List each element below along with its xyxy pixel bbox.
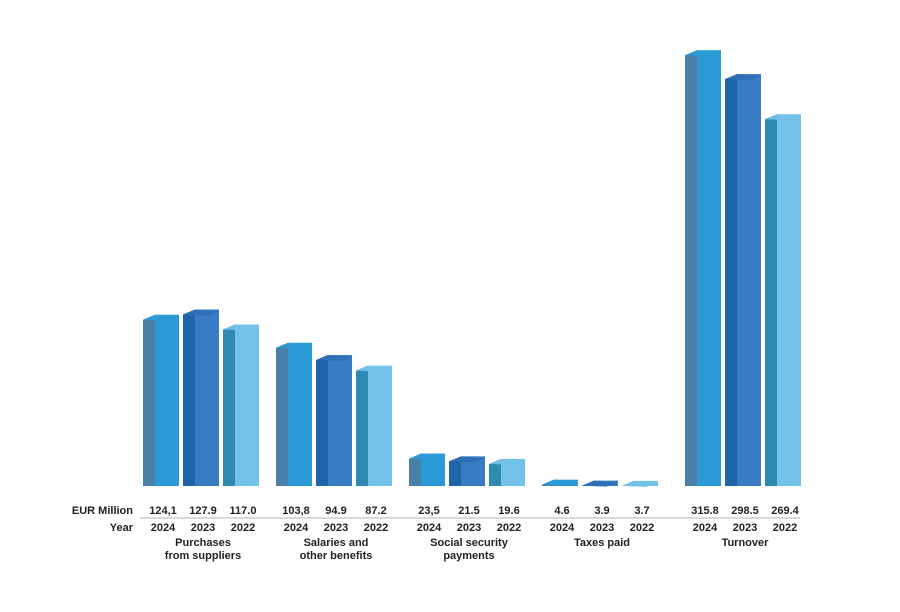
category-label: Taxes paid [574,537,630,549]
bar-top [765,114,801,121]
bar-top [685,50,721,57]
bar-side [725,74,737,486]
category-label: payments [443,550,494,562]
data-label: 87.2 [365,505,386,517]
category-label: Turnover [722,537,770,549]
bar-side [489,458,501,486]
year-tick-label: 2023 [191,522,215,534]
year-tick-label: 2022 [231,522,255,534]
year-row-label: Year [110,522,134,534]
bar-top [582,480,618,487]
year-tick-label: 2022 [497,522,521,534]
bar-top [316,355,352,362]
year-tick-label: 2023 [733,522,757,534]
year-tick-label: 2024 [693,522,718,534]
bar [737,74,761,486]
bar-top [276,342,312,349]
year-tick-label: 2024 [550,522,575,534]
category-label: Salaries and [304,537,369,549]
bar-side [356,365,368,486]
bar [235,324,259,486]
bar-top [223,324,259,331]
bar [697,50,721,487]
year-tick-label: 2022 [364,522,388,534]
bar-side [449,456,461,486]
data-label: 3.7 [634,505,649,517]
data-label: 21.5 [458,505,479,517]
data-label: 124,1 [149,505,177,517]
data-label: 298.5 [731,505,759,517]
bar-side [685,50,697,487]
bar-top [449,456,485,463]
data-label: 315.8 [691,505,719,517]
values-row-label: EUR Million [72,505,133,517]
bar-side [316,355,328,486]
bar-group-2: 103,8 2024 94.9 2023 87.2 2022 Salaries andoth… [276,342,392,562]
bar-top [725,74,761,81]
bar-side [409,453,421,486]
bar-top [542,479,578,486]
bar-side [223,324,235,486]
bar-top [489,458,525,465]
data-label: 103,8 [282,505,310,517]
bar-top [409,453,445,460]
year-tick-label: 2022 [773,522,797,534]
year-tick-label: 2023 [457,522,481,534]
bar [195,309,219,486]
data-label: 94.9 [325,505,346,517]
year-tick-label: 2024 [417,522,442,534]
bar [777,114,801,486]
bar-top [183,309,219,316]
year-tick-label: 2022 [630,522,654,534]
bar [155,314,179,486]
category-label: from suppliers [165,550,241,562]
year-tick-label: 2024 [151,522,176,534]
bar [288,342,312,486]
data-label: 23,5 [418,505,439,517]
data-label: 4.6 [554,505,569,517]
data-label: 269.4 [771,505,799,517]
data-label: 19.6 [498,505,519,517]
data-label: 3.9 [594,505,609,517]
bar-top [622,480,658,487]
bar-group-3: 23,5 2024 21.5 2023 19.6 2022 Social securityp… [409,453,525,562]
bar [368,365,392,486]
bar-top [143,314,179,321]
category-label: Social security [430,537,509,549]
category-label: Purchases [175,537,231,549]
bar-top [356,365,392,372]
bar-group-1: 124,1 2024 127.9 2023 117.0 2022Purchasesfrom… [143,309,259,562]
bar-side [276,342,288,486]
bar-side [765,114,777,486]
data-label: 117.0 [230,505,257,517]
data-label: 127.9 [189,505,217,517]
bar-side [183,309,195,486]
bar [328,355,352,486]
bar-side [143,314,155,486]
category-label: other benefits [300,550,373,562]
year-tick-label: 2024 [284,522,309,534]
year-tick-label: 2023 [590,522,614,534]
year-tick-label: 2023 [324,522,348,534]
